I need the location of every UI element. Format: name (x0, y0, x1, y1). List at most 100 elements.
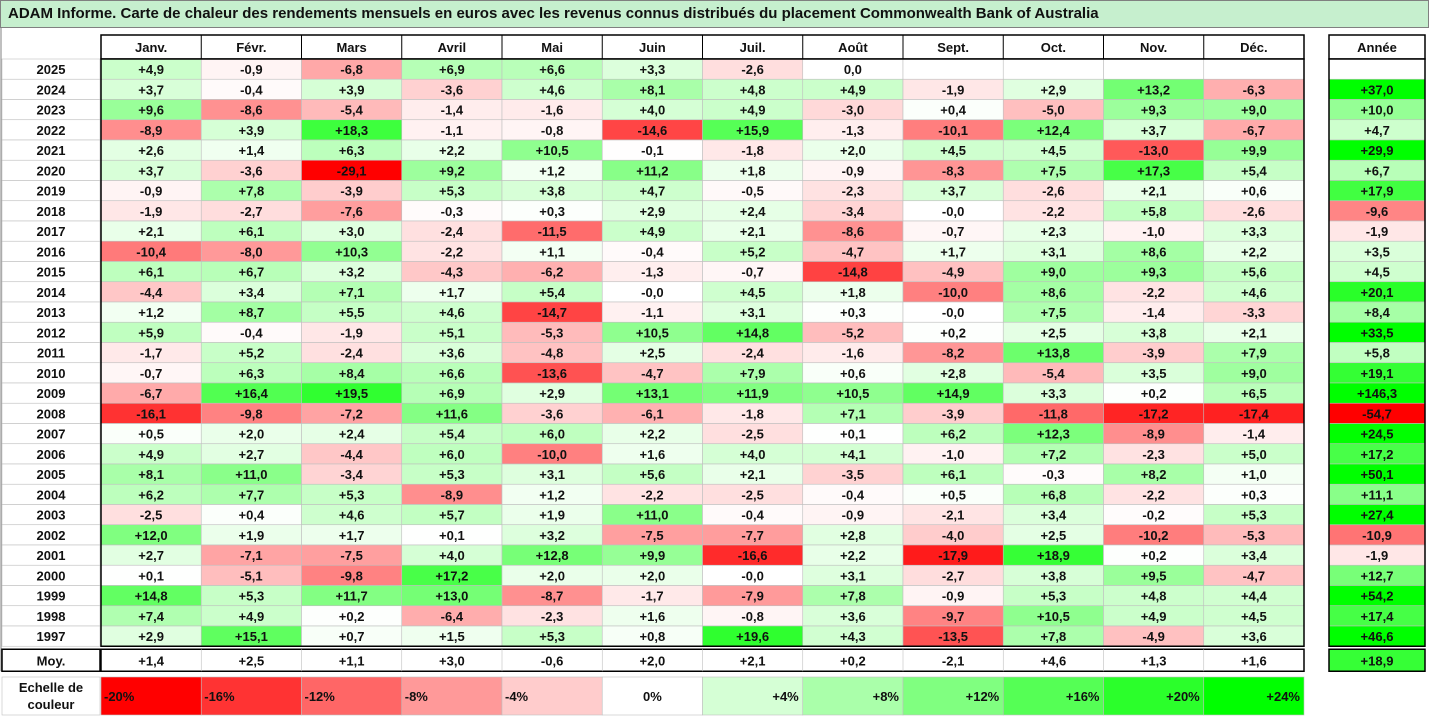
cell-value: +3,7 (1141, 123, 1167, 138)
scale-label: 0% (643, 689, 662, 704)
cell-value: +4,6 (1241, 285, 1267, 300)
cell-value: +10,5 (536, 143, 569, 158)
cell-value: +5,8 (1141, 204, 1167, 219)
cell-value: +11,9 (737, 386, 769, 401)
cell-value: +3,7 (940, 184, 966, 199)
annual-value: +12,7 (1361, 568, 1394, 583)
cell-value: +10,5 (636, 325, 669, 340)
annual-cell (1328, 58, 1426, 80)
year-label: 2023 (37, 103, 66, 118)
cell-value: -2,4 (340, 346, 363, 361)
cell-value: +4,9 (239, 609, 265, 624)
average-label: Moy. (37, 653, 66, 668)
cell-value: -6,1 (641, 406, 663, 421)
cell-value: +8,7 (239, 305, 265, 320)
cell-value: +8,6 (1041, 285, 1067, 300)
scale-label: -20% (104, 689, 135, 704)
cell-value: +3,9 (239, 123, 265, 138)
cell-value: +9,2 (439, 163, 465, 178)
cell-value: +3,1 (740, 305, 766, 320)
cell-value: +18,9 (1037, 548, 1070, 563)
cell-value: +2,6 (138, 143, 164, 158)
annual-value: -10,9 (1362, 528, 1392, 543)
average-value: +1,4 (138, 653, 164, 668)
cell-value: +10,5 (836, 386, 869, 401)
cell-value: -4,3 (441, 265, 463, 280)
year-label: 2015 (37, 265, 66, 280)
cell-value: -2,5 (140, 508, 162, 523)
cell-value: -2,1 (942, 508, 964, 523)
cell-value: -6,4 (441, 609, 464, 624)
cell-value: +1,8 (840, 285, 866, 300)
column-header: Déc. (1240, 40, 1267, 55)
cell-value: -6,3 (1243, 82, 1265, 97)
cell-value: +8,6 (1141, 244, 1167, 259)
cell-value: +5,3 (339, 487, 365, 502)
cell-value: -2,7 (240, 204, 262, 219)
column-header: Nov. (1140, 40, 1167, 55)
cell-value: +3,1 (1041, 244, 1067, 259)
average-value: +1,1 (339, 653, 365, 668)
cell-value: -1,4 (441, 103, 464, 118)
cell-value: -0,4 (842, 487, 865, 502)
scale-label: -4% (505, 689, 529, 704)
cell-value: +2,5 (1041, 325, 1067, 340)
annual-value: +46,6 (1361, 629, 1394, 644)
cell-value: -0,0 (942, 204, 964, 219)
cell-value: +5,4 (439, 427, 465, 442)
scale-swatch (902, 676, 1004, 716)
average-annual-value: +18,9 (1361, 653, 1394, 668)
cell-value: +1,7 (439, 285, 465, 300)
cell-value: +5,4 (539, 285, 565, 300)
cell-value: +7,1 (339, 285, 365, 300)
cell-value: +2,1 (1241, 325, 1267, 340)
cell-value: +4,4 (1241, 589, 1267, 604)
year-label: 1997 (37, 629, 66, 644)
cell-value: -8,9 (140, 123, 162, 138)
annual-value: +20,1 (1361, 285, 1394, 300)
cell-value: +7,5 (1041, 163, 1067, 178)
scale-label: -16% (204, 689, 235, 704)
cell-value: +1,1 (539, 244, 565, 259)
annual-value: +19,1 (1361, 366, 1394, 381)
year-label: 1998 (37, 609, 66, 624)
cell-value: -0,9 (842, 508, 864, 523)
year-label: 2003 (37, 508, 66, 523)
cell-value: -6,7 (140, 386, 162, 401)
cell-value: -0,0 (641, 285, 663, 300)
cell-value: +0,3 (539, 204, 565, 219)
cell-value: -0,0 (741, 568, 763, 583)
cell-value: +2,2 (640, 427, 666, 442)
cell-value: -10,1 (938, 123, 968, 138)
cell-value: +2,4 (339, 427, 365, 442)
year-label: 2021 (37, 143, 66, 158)
cell-value: +5,3 (439, 184, 465, 199)
cell-value: -7,6 (340, 204, 362, 219)
year-label: 2013 (37, 305, 66, 320)
scale-label: +8% (873, 689, 900, 704)
year-label: 2011 (37, 346, 65, 361)
cell-value: -5,1 (240, 568, 262, 583)
cell-value: +6,6 (539, 62, 565, 77)
cell-value: -29,1 (337, 163, 367, 178)
scale-swatch (1103, 676, 1205, 716)
cell-value: +4,6 (539, 82, 565, 97)
cell-value: -6,7 (1243, 123, 1265, 138)
cell-value: +4,6 (439, 305, 465, 320)
column-header: Juil. (740, 40, 766, 55)
cell-value: +3,9 (339, 82, 365, 97)
cell-value: +3,6 (840, 609, 866, 624)
cell-value: +11,2 (636, 163, 668, 178)
cell-value: +0,8 (640, 629, 666, 644)
cell-value: +1,9 (239, 528, 265, 543)
cell-value: -10,4 (136, 244, 166, 259)
cell-value: +3,3 (1041, 386, 1067, 401)
cell-value: +5,3 (439, 467, 465, 482)
cell-value: -7,5 (641, 528, 663, 543)
cell-value: +5,3 (539, 629, 565, 644)
cell-value: +7,1 (840, 406, 866, 421)
cell-value: +2,1 (740, 467, 766, 482)
cell-value: +0,1 (439, 528, 465, 543)
cell-value: -13,6 (537, 366, 567, 381)
cell-value: +6,1 (239, 224, 265, 239)
